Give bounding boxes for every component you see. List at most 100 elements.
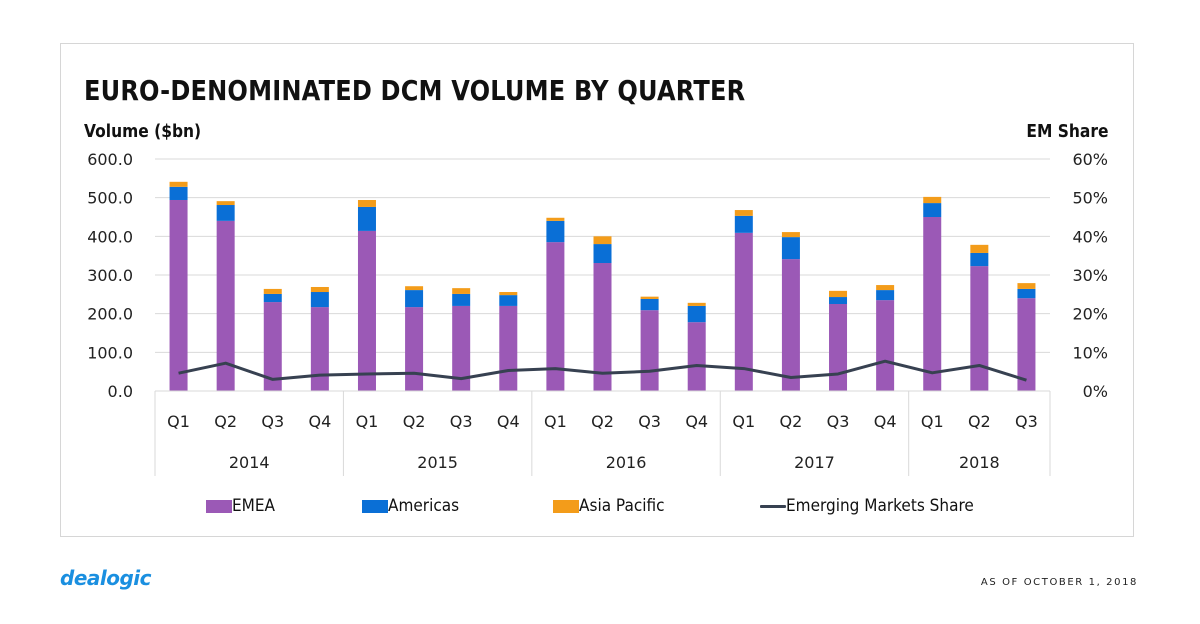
bar-emea — [357, 230, 376, 391]
em-share-line-group — [178, 359, 1027, 382]
y-axis-ticks: 0.0 100.0 200.0 300.0 400.0 500.0 600.0 — [87, 150, 133, 401]
bar-asia-pacific — [499, 292, 518, 296]
legend-swatch-emea — [206, 499, 232, 513]
bars — [169, 181, 1036, 391]
x-tick-label: Q4 — [874, 412, 897, 431]
x-tick-label: Q4 — [685, 412, 708, 431]
y-tick-label: 400.0 — [87, 227, 133, 246]
bar-asia-pacific — [687, 302, 706, 306]
x-tick-label: Q3 — [450, 412, 473, 431]
x-axis: Q1 Q2 Q3 Q4 Q1 Q2 Q3 Q4 Q1 Q2 Q3 Q4 Q1 Q2 Q3 Q4 Q1 Q2 Q3 20… — [154, 390, 1051, 476]
x-tick-label: Q3 — [1015, 412, 1038, 431]
bar-asia-pacific — [169, 181, 188, 187]
y2-tick-label: 40% — [1072, 227, 1108, 246]
bar-americas — [687, 305, 706, 323]
legend-swatch-asia-pacific — [553, 499, 579, 513]
y2-tick-label: 20% — [1072, 305, 1108, 324]
bar-emea — [876, 300, 895, 391]
legend-label-em-share: Emerging Markets Share — [786, 496, 974, 516]
legend-item-americas: Americas — [362, 496, 467, 516]
bar-asia-pacific — [546, 217, 565, 221]
bar-asia-pacific — [263, 288, 282, 294]
y-tick-label: 300.0 — [87, 266, 133, 285]
bar-emea — [593, 263, 612, 391]
x-tick-label: Q1 — [356, 412, 379, 431]
x-tick-label: Q2 — [968, 412, 991, 431]
y-axis-title: Volume ($bn) — [84, 121, 202, 142]
bar-emea — [970, 266, 989, 391]
x-tick-label: Q1 — [167, 412, 190, 431]
bar-americas — [169, 186, 188, 200]
legend-item-em-share: Emerging Markets Share — [760, 496, 995, 516]
y2-tick-label: 60% — [1072, 150, 1108, 169]
bar-emea — [781, 259, 800, 391]
y2-axis-title: EM Share — [1025, 121, 1108, 142]
x-tick-label: Q1 — [921, 412, 944, 431]
bar-emea — [687, 322, 706, 391]
bar-americas — [876, 290, 895, 301]
bar-americas — [452, 293, 471, 306]
legend-label-emea: EMEA — [232, 496, 276, 516]
legend-label-americas: Americas — [388, 496, 460, 516]
bar-americas — [829, 297, 848, 304]
bar-asia-pacific — [405, 286, 424, 291]
bar-americas — [923, 203, 942, 217]
legend-item-asia-pacific: Asia Pacific — [553, 496, 674, 516]
bar-asia-pacific — [923, 196, 942, 204]
bar-emea — [829, 304, 848, 391]
x-group-label: 2018 — [959, 453, 1000, 472]
bar-asia-pacific — [781, 232, 800, 238]
bar-emea — [169, 199, 188, 391]
x-tick-label: Q2 — [780, 412, 803, 431]
bar-emea — [216, 220, 235, 391]
bar-americas — [263, 293, 282, 303]
y-tick-label: 500.0 — [87, 189, 133, 208]
bar-americas — [357, 206, 376, 231]
bar-americas — [546, 220, 565, 243]
bar-americas — [734, 215, 753, 233]
bar-asia-pacific — [310, 286, 329, 293]
dealogic-logo: dealogic — [60, 566, 152, 590]
x-tick-label: Q4 — [497, 412, 520, 431]
bar-emea — [405, 307, 424, 391]
legend-item-emea: EMEA — [206, 496, 280, 516]
bar-americas — [970, 252, 989, 267]
y2-tick-label: 0% — [1083, 382, 1108, 401]
bar-asia-pacific — [640, 296, 659, 299]
y-tick-label: 200.0 — [87, 305, 133, 324]
y2-tick-label: 30% — [1072, 266, 1108, 285]
bar-americas — [1017, 288, 1036, 299]
x-tick-label: Q4 — [308, 412, 331, 431]
bar-asia-pacific — [1017, 283, 1036, 289]
x-tick-label: Q2 — [591, 412, 614, 431]
bar-asia-pacific — [216, 201, 235, 206]
as-of-date: AS OF OCTOBER 1, 2018 — [980, 577, 1138, 588]
bar-emea — [546, 242, 565, 391]
x-tick-label: Q2 — [403, 412, 426, 431]
bar-americas — [499, 295, 518, 306]
x-tick-label: Q1 — [544, 412, 567, 431]
bar-americas — [781, 237, 800, 260]
x-group-label: 2014 — [229, 453, 270, 472]
y2-tick-label: 10% — [1072, 343, 1108, 362]
bar-asia-pacific — [876, 285, 895, 291]
bar-emea — [1017, 298, 1036, 391]
legend-swatch-americas — [362, 499, 388, 513]
y-tick-label: 600.0 — [87, 150, 133, 169]
bar-asia-pacific — [357, 199, 376, 207]
x-group-label: 2017 — [794, 453, 835, 472]
y-tick-label: 100.0 — [87, 343, 133, 362]
bar-asia-pacific — [970, 244, 989, 253]
chart-title: EURO-DENOMINATED DCM VOLUME BY QUARTER — [84, 74, 746, 107]
bar-americas — [216, 205, 235, 221]
y-tick-label: 0.0 — [108, 382, 133, 401]
bar-asia-pacific — [452, 288, 471, 294]
bar-emea — [263, 302, 282, 391]
bar-asia-pacific — [593, 236, 612, 245]
y2-axis-ticks: 0% 10% 20% 30% 40% 50% 60% — [1072, 150, 1108, 401]
legend-line-em-share — [760, 504, 786, 508]
bar-asia-pacific — [734, 210, 753, 216]
bar-emea — [923, 217, 942, 391]
bar-emea — [310, 307, 329, 391]
